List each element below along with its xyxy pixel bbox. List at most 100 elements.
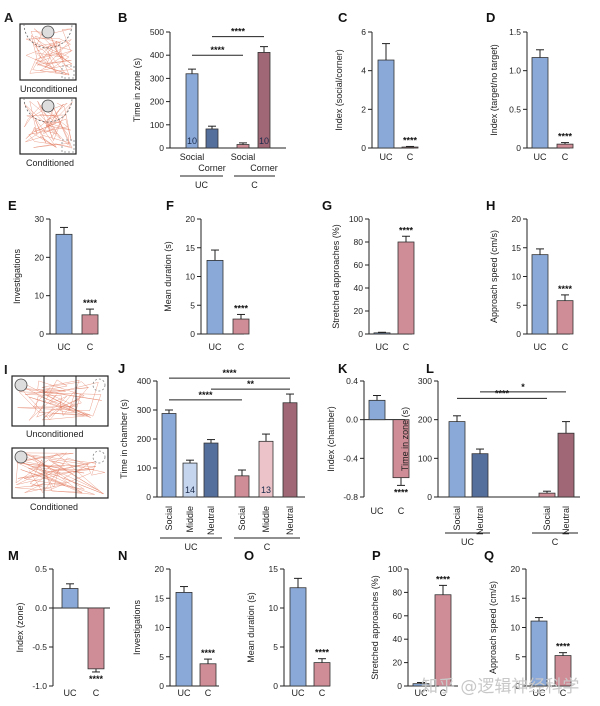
arena-label: Unconditioned	[26, 429, 84, 439]
y-tick-label: 1.5	[509, 27, 521, 37]
x-category-label: UC	[64, 688, 77, 698]
chart-N: N 0 5 10 15 20 Investigations UC **** C	[118, 548, 219, 698]
chart-D: D 0 0.5 1.0 1.5 Index (target/no target) UC ***…	[486, 10, 574, 162]
x-category-label: UC	[371, 506, 384, 516]
panel-letter: D	[486, 10, 495, 25]
bar	[557, 432, 575, 498]
bar	[397, 241, 415, 335]
y-tick-label: 15	[269, 564, 279, 574]
x-category-label: C	[238, 342, 245, 352]
x-category-label: C	[87, 342, 94, 352]
A-bottom-zone-outline	[23, 97, 73, 123]
bracket-stars: ****	[222, 368, 237, 378]
x-category-label: C	[205, 688, 212, 698]
y-tick-label: 10	[155, 623, 165, 633]
x-category-label: C	[562, 342, 569, 352]
bar	[161, 413, 177, 498]
I-bottom-cup-icon	[14, 450, 28, 464]
y-tick-label: 40	[354, 283, 364, 293]
x-category-label: UC	[380, 152, 393, 162]
y-tick-label: 60	[354, 260, 364, 270]
y-axis-label: Investigations	[12, 248, 22, 304]
significance-stars: ****	[83, 298, 98, 308]
x-category-label: Corner	[250, 163, 278, 173]
y-tick-label: 5	[515, 652, 520, 662]
panel-letter: A	[4, 10, 14, 25]
x-category-label: Neutral	[561, 506, 571, 535]
y-tick-label: 0	[516, 143, 521, 153]
y-tick-label: 40	[393, 634, 403, 644]
significance-stars: ****	[558, 284, 573, 294]
chart-K: K -0.8 -0.4 0.0 0.4 Index (chamber) UC **** C	[326, 361, 410, 516]
bar	[236, 144, 250, 149]
significance-stars: ****	[558, 132, 573, 142]
y-tick-label: 10	[269, 603, 279, 613]
watermark: 知乎 @逻辑神经科学	[421, 677, 580, 697]
y-axis-label: Mean duration (s)	[163, 241, 173, 312]
A-bottom-cup-icon	[41, 99, 55, 113]
x-category-label: UC	[534, 152, 547, 162]
I-bottom-empty-cup-icon	[92, 450, 106, 464]
bar	[232, 318, 250, 335]
y-axis-label: Index (zone)	[15, 602, 25, 652]
significance-stars: ****	[403, 135, 418, 145]
bar	[282, 402, 298, 498]
y-tick-label: 60	[393, 611, 403, 621]
chart-G: G 0 20 40 60 80 100 Stretched approaches (%) ***…	[322, 198, 415, 352]
A-bottom-trace	[24, 100, 73, 149]
group-label: C	[552, 537, 559, 547]
group-label: UC	[195, 180, 208, 190]
y-tick-label: 0	[427, 492, 432, 502]
y-tick-label: 20	[393, 658, 403, 668]
y-tick-label: 0	[159, 143, 164, 153]
panel-letter: Q	[484, 548, 494, 563]
A-top-arena	[19, 23, 77, 81]
y-tick-label: -1.0	[32, 681, 47, 691]
I-top-cup-icon	[14, 378, 28, 392]
bar-n-label: 13	[261, 485, 271, 495]
y-axis-label: Investigations	[132, 599, 142, 655]
x-category-label: Social	[164, 506, 174, 531]
bar	[257, 52, 271, 149]
y-tick-label: 100	[150, 120, 164, 130]
panel-letter: O	[244, 548, 254, 563]
panel-letter: J	[118, 361, 125, 376]
chart-P: P 0 20 40 60 80 100 Stretched approaches (%) ***…	[370, 548, 458, 698]
bracket-stars: ****	[231, 27, 246, 37]
chart-L: L 0 100 200 300 Time in zone (s) Social Neutral…	[400, 361, 580, 547]
y-tick-label: 0	[273, 681, 278, 691]
bar	[531, 254, 549, 335]
bar	[234, 475, 250, 498]
arena-label: Unconditioned	[20, 84, 78, 94]
x-category-label: Neutral	[285, 506, 295, 535]
y-axis-label: Time in zone (s)	[132, 58, 142, 122]
y-axis-label: Stretched approaches (%)	[331, 224, 341, 329]
significance-stars: ****	[436, 574, 451, 584]
y-tick-label: 0	[397, 681, 402, 691]
y-tick-label: 20	[186, 214, 196, 224]
y-axis-label: Approach speed (cm/s)	[489, 230, 499, 323]
y-tick-label: 0	[515, 681, 520, 691]
chart-E: E 0 10 20 30 Investigations UC **** C	[8, 198, 99, 352]
y-tick-label: 80	[393, 587, 403, 597]
y-tick-label: 100	[418, 453, 432, 463]
y-tick-label: 100	[388, 564, 402, 574]
group-label: UC	[185, 542, 198, 552]
A-top-trace	[25, 28, 74, 76]
panel-letter: N	[118, 548, 127, 563]
x-category-label: UC	[534, 342, 547, 352]
A-top-corner-zone	[61, 65, 75, 79]
significance-stars: ****	[394, 487, 409, 497]
y-tick-label: 0	[358, 329, 363, 339]
y-tick-label: 10	[186, 272, 196, 282]
panel-letter: H	[486, 198, 495, 213]
group-label: C	[251, 180, 258, 190]
y-axis-label: Index (chamber)	[326, 406, 336, 472]
y-tick-label: 20	[155, 564, 165, 574]
y-tick-label: 0	[516, 329, 521, 339]
bar-n-label: 10	[187, 136, 197, 146]
bar	[87, 607, 105, 670]
y-tick-label: 0	[146, 492, 151, 502]
y-tick-label: 0	[39, 329, 44, 339]
